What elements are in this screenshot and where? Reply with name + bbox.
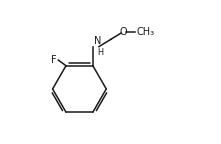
Text: F: F: [51, 55, 57, 65]
Text: H: H: [97, 48, 103, 57]
Text: CH₃: CH₃: [137, 27, 155, 37]
Text: N: N: [93, 36, 101, 46]
Text: O: O: [119, 27, 127, 37]
